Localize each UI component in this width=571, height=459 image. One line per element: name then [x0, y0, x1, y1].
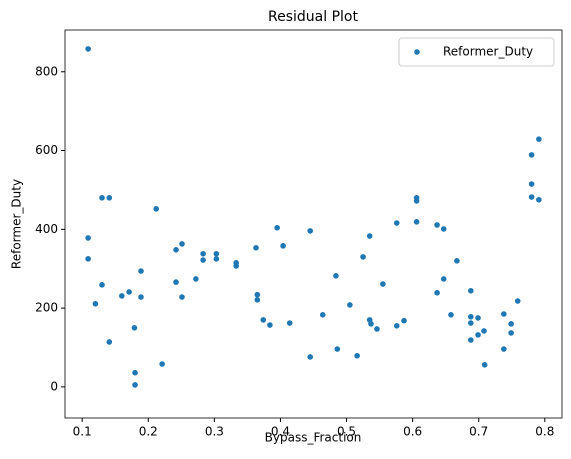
point: [434, 289, 440, 296]
point: [254, 297, 261, 303]
point: [253, 245, 259, 251]
point: [267, 322, 273, 328]
point: [179, 241, 185, 247]
point: [233, 263, 239, 269]
point: [536, 196, 542, 203]
x-tick-label: 0.1: [73, 425, 92, 439]
x-tick-label: 0.2: [139, 425, 158, 439]
point: [85, 256, 91, 262]
point: [393, 323, 400, 329]
point: [106, 195, 113, 201]
point: [501, 346, 507, 352]
point: [286, 320, 293, 326]
point: [132, 382, 138, 388]
point: [193, 276, 199, 282]
legend-box: [398, 37, 555, 67]
point: [99, 282, 105, 288]
point: [401, 317, 407, 324]
point: [467, 313, 474, 320]
point: [360, 254, 366, 260]
point: [536, 136, 542, 142]
point: [213, 256, 220, 262]
y-tick-label: 400: [35, 222, 58, 236]
x-tick-label: 0.5: [337, 425, 356, 439]
point: [254, 291, 261, 298]
x-axis-label: Bypass_Fraction: [265, 431, 362, 445]
point: [528, 181, 535, 187]
point: [280, 243, 286, 249]
point: [354, 352, 360, 359]
point: [440, 276, 447, 282]
point: [374, 326, 380, 332]
point: [334, 346, 341, 352]
point: [85, 46, 91, 52]
y-tick-label: 0: [50, 379, 58, 393]
point: [92, 300, 99, 307]
point: [173, 247, 179, 253]
point: [131, 324, 138, 331]
plot-frame: [64, 29, 563, 419]
point: [475, 315, 481, 321]
x-tick-label: 0.4: [271, 425, 290, 439]
point: [347, 302, 353, 308]
legend-marker: [414, 49, 420, 55]
point: [434, 222, 440, 228]
point: [106, 339, 113, 345]
point: [508, 321, 514, 327]
point: [126, 289, 132, 295]
point: [119, 293, 125, 299]
y-axis-label: Reformer_Duty: [10, 179, 24, 269]
y-tick-label: 800: [35, 64, 58, 78]
y-tick-label: 200: [35, 301, 58, 315]
point: [99, 195, 105, 201]
point: [213, 250, 220, 257]
point: [153, 206, 160, 212]
point: [501, 311, 507, 317]
x-tick-label: 0.8: [535, 425, 554, 439]
point: [260, 317, 267, 323]
point: [366, 233, 373, 239]
point: [179, 294, 185, 300]
point: [159, 361, 165, 367]
point: [528, 194, 535, 200]
chart-title: Residual Plot: [268, 9, 358, 25]
x-tick-label: 0.3: [205, 425, 224, 439]
point: [307, 228, 313, 234]
point: [132, 369, 138, 376]
point: [274, 224, 280, 231]
legend-label: Reformer_Duty: [443, 45, 533, 59]
point: [481, 328, 487, 334]
point: [528, 152, 535, 158]
point: [85, 235, 91, 241]
point: [413, 219, 420, 225]
point: [393, 220, 400, 226]
point: [307, 354, 313, 360]
point: [319, 311, 326, 318]
point: [467, 337, 474, 343]
point: [514, 298, 521, 304]
x-tick-label: 0.7: [469, 425, 488, 439]
y-tick-label: 600: [35, 143, 58, 157]
point: [454, 258, 460, 264]
point: [200, 257, 206, 263]
point: [448, 311, 454, 318]
point: [475, 332, 481, 338]
point: [440, 226, 447, 232]
point: [467, 287, 474, 294]
point: [173, 279, 179, 285]
point: [467, 320, 474, 326]
point: [368, 321, 374, 327]
point: [413, 198, 420, 204]
point: [508, 330, 514, 336]
point: [481, 362, 488, 368]
point: [200, 250, 206, 257]
x-tick-label: 0.6: [403, 425, 422, 439]
point: [380, 281, 386, 287]
point: [138, 294, 144, 300]
point: [138, 268, 144, 274]
point: [333, 272, 339, 279]
